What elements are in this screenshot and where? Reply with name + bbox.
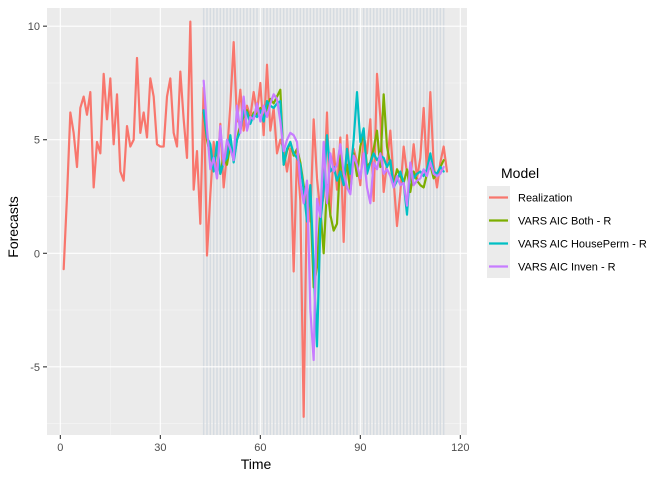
x-tick-label: 30 [154, 442, 166, 454]
x-tick-label: 60 [254, 442, 266, 454]
y-tick-label: 5 [34, 135, 40, 147]
plot-panel [47, 8, 467, 435]
x-tick-label: 120 [451, 442, 469, 454]
legend-title: Model [501, 165, 539, 181]
y-tick-label: 0 [34, 248, 40, 260]
series-line-4 [202, 79, 445, 362]
axes: 0 30 60 90 120 -5 0 5 10 [28, 21, 470, 454]
series-line-1 [62, 20, 449, 418]
legend-label-3: VARS AIC HousePerm - R [518, 239, 647, 251]
y-axis-title: Forecasts [5, 196, 21, 257]
legend: Model Realization VARS AIC Both - R VARS A… [487, 165, 647, 278]
legend-label-1: Realization [518, 193, 572, 205]
x-axis-title: Time [241, 456, 272, 472]
legend-label-2: VARS AIC Both - R [518, 216, 611, 228]
x-tick-label: 0 [57, 442, 63, 454]
x-tick-label: 90 [354, 442, 366, 454]
legend-label-4: VARS AIC Inven - R [518, 262, 616, 274]
y-tick-label: 10 [28, 21, 40, 33]
y-tick-label: -5 [30, 362, 40, 374]
